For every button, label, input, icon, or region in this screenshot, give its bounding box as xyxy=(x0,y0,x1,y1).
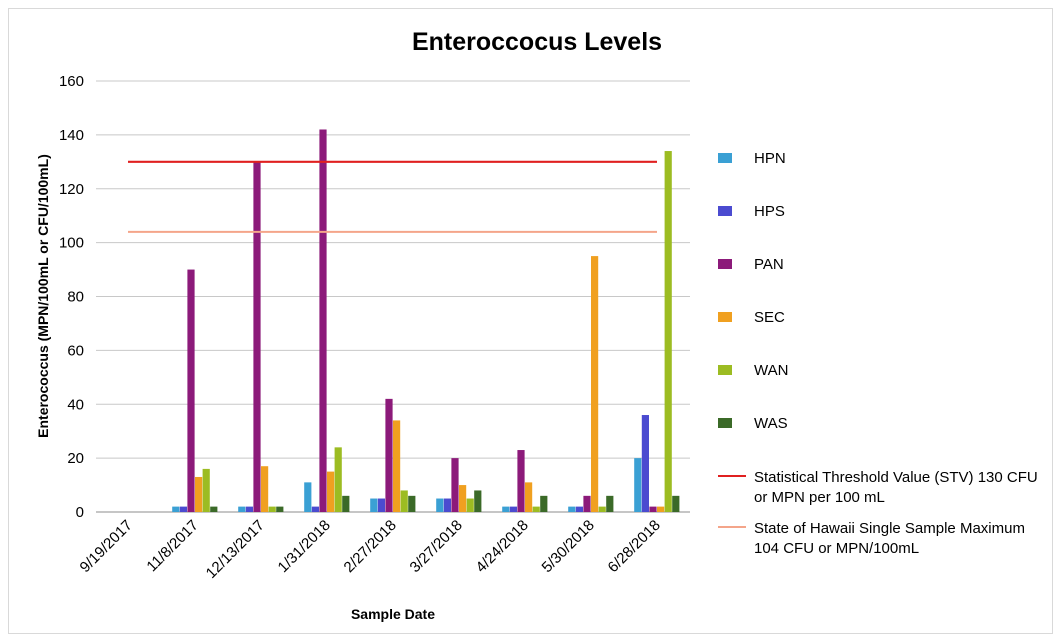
bar-wan xyxy=(268,506,276,512)
bar-hps xyxy=(509,506,517,512)
x-tick-label: 12/13/2017 xyxy=(203,517,268,582)
x-tick-label: 9/19/2017 xyxy=(77,517,136,576)
legend-swatch-hps xyxy=(718,206,732,216)
bar-hpn xyxy=(370,498,378,512)
bar-hpn xyxy=(634,458,642,512)
bar-sec xyxy=(195,476,203,512)
legend-label-hpn: HPN xyxy=(754,150,786,167)
bar-pan xyxy=(187,269,195,512)
x-tick-label: 6/28/2018 xyxy=(605,517,664,576)
bar-hpn xyxy=(568,506,576,512)
x-tick-label: 2/27/2018 xyxy=(341,517,400,576)
bar-hpn xyxy=(172,506,180,512)
legend-label-pan: PAN xyxy=(754,256,784,273)
bar-pan xyxy=(451,458,459,512)
y-tick-label: 100 xyxy=(59,235,84,252)
bar-sec xyxy=(327,471,335,512)
legend-label-sec: SEC xyxy=(754,309,785,326)
chart-frame xyxy=(8,8,1053,634)
legend-label-reference-line: or MPN per 100 mL xyxy=(754,489,885,506)
x-axis-ticks: 9/19/2017 11/8/2017 12/13/2017 1/31/2018 2/2… xyxy=(77,517,664,582)
x-tick-label: 3/27/2018 xyxy=(407,517,466,576)
reference-lines xyxy=(128,160,657,233)
legend: HPN HPS PAN SEC WAN WAS Statistical Threshold … xyxy=(718,150,1038,557)
bar-wan xyxy=(532,506,540,512)
legend-swatch-sec xyxy=(718,312,732,322)
y-tick-label: 0 xyxy=(76,504,84,521)
y-tick-label: 60 xyxy=(67,342,84,359)
bar-hps xyxy=(179,506,187,512)
legend-swatch-wan xyxy=(718,365,732,375)
bar-pan xyxy=(517,450,525,512)
bar-was xyxy=(342,495,350,512)
x-axis-title: Sample Date xyxy=(351,606,435,622)
y-tick-label: 20 xyxy=(67,450,84,467)
y-tick-label: 120 xyxy=(59,181,84,198)
bar-hpn xyxy=(304,482,312,512)
bar-hpn xyxy=(238,506,246,512)
legend-label-reference-line: State of Hawaii Single Sample Maximum xyxy=(754,520,1025,537)
legend-label-reference-line: Statistical Threshold Value (STV) 130 CF… xyxy=(754,469,1038,486)
bar-was xyxy=(210,506,218,512)
bar-hps xyxy=(311,506,319,512)
bar-pan xyxy=(649,506,657,512)
bar-pan xyxy=(583,495,591,512)
bar-hps xyxy=(641,415,649,512)
bar-sec xyxy=(261,466,269,512)
legend-label-reference-line: 104 CFU or MPN/100mL xyxy=(754,540,919,557)
bar-wan xyxy=(202,468,210,512)
legend-label-wan: WAN xyxy=(754,362,788,379)
bar-hps xyxy=(443,498,451,512)
bar-was xyxy=(606,495,614,512)
bar-was xyxy=(276,506,284,512)
bar-wan xyxy=(598,506,606,512)
x-tick-label: 5/30/2018 xyxy=(539,517,598,576)
y-axis-ticks: 0 20 40 60 80 100 120 140 160 xyxy=(59,73,84,521)
bar-pan xyxy=(319,129,327,513)
legend-swatch-hpn xyxy=(718,153,732,163)
x-tick-label: 4/24/2018 xyxy=(473,517,532,576)
bar-wan xyxy=(400,490,408,512)
bar-sec xyxy=(591,256,599,512)
bar-hps xyxy=(575,506,583,512)
y-tick-label: 160 xyxy=(59,73,84,90)
bar-sec xyxy=(393,420,401,512)
x-tick-label: 11/8/2017 xyxy=(143,517,201,575)
bar-wan xyxy=(466,498,474,512)
y-tick-label: 80 xyxy=(67,289,84,306)
bar-hps xyxy=(377,498,385,512)
x-tick-label: 1/31/2018 xyxy=(275,517,334,576)
legend-label-hps: HPS xyxy=(754,203,785,220)
bar-was xyxy=(540,495,548,512)
bar-hps xyxy=(245,506,253,512)
legend-swatch-pan xyxy=(718,259,732,269)
y-axis-title: Enterococcus (MPN/100mL or CFU/100mL) xyxy=(35,154,51,438)
bar-pan xyxy=(253,161,261,512)
bar-was xyxy=(474,490,482,512)
legend-swatch-was xyxy=(718,418,732,428)
bar-was xyxy=(672,495,680,512)
bar-hpn xyxy=(502,506,510,512)
chart-title: Enteroccocus Levels xyxy=(412,28,662,56)
bar-was xyxy=(408,495,416,512)
y-tick-label: 40 xyxy=(67,396,84,413)
bar-sec xyxy=(657,506,665,512)
bar-pan xyxy=(385,398,393,512)
legend-label-was: WAS xyxy=(754,415,788,432)
bar-hpn xyxy=(436,498,444,512)
bars xyxy=(172,129,680,513)
bar-wan xyxy=(334,447,342,512)
bar-sec xyxy=(525,482,533,512)
y-tick-label: 140 xyxy=(59,127,84,144)
bar-wan xyxy=(664,151,672,512)
bar-sec xyxy=(459,485,467,512)
